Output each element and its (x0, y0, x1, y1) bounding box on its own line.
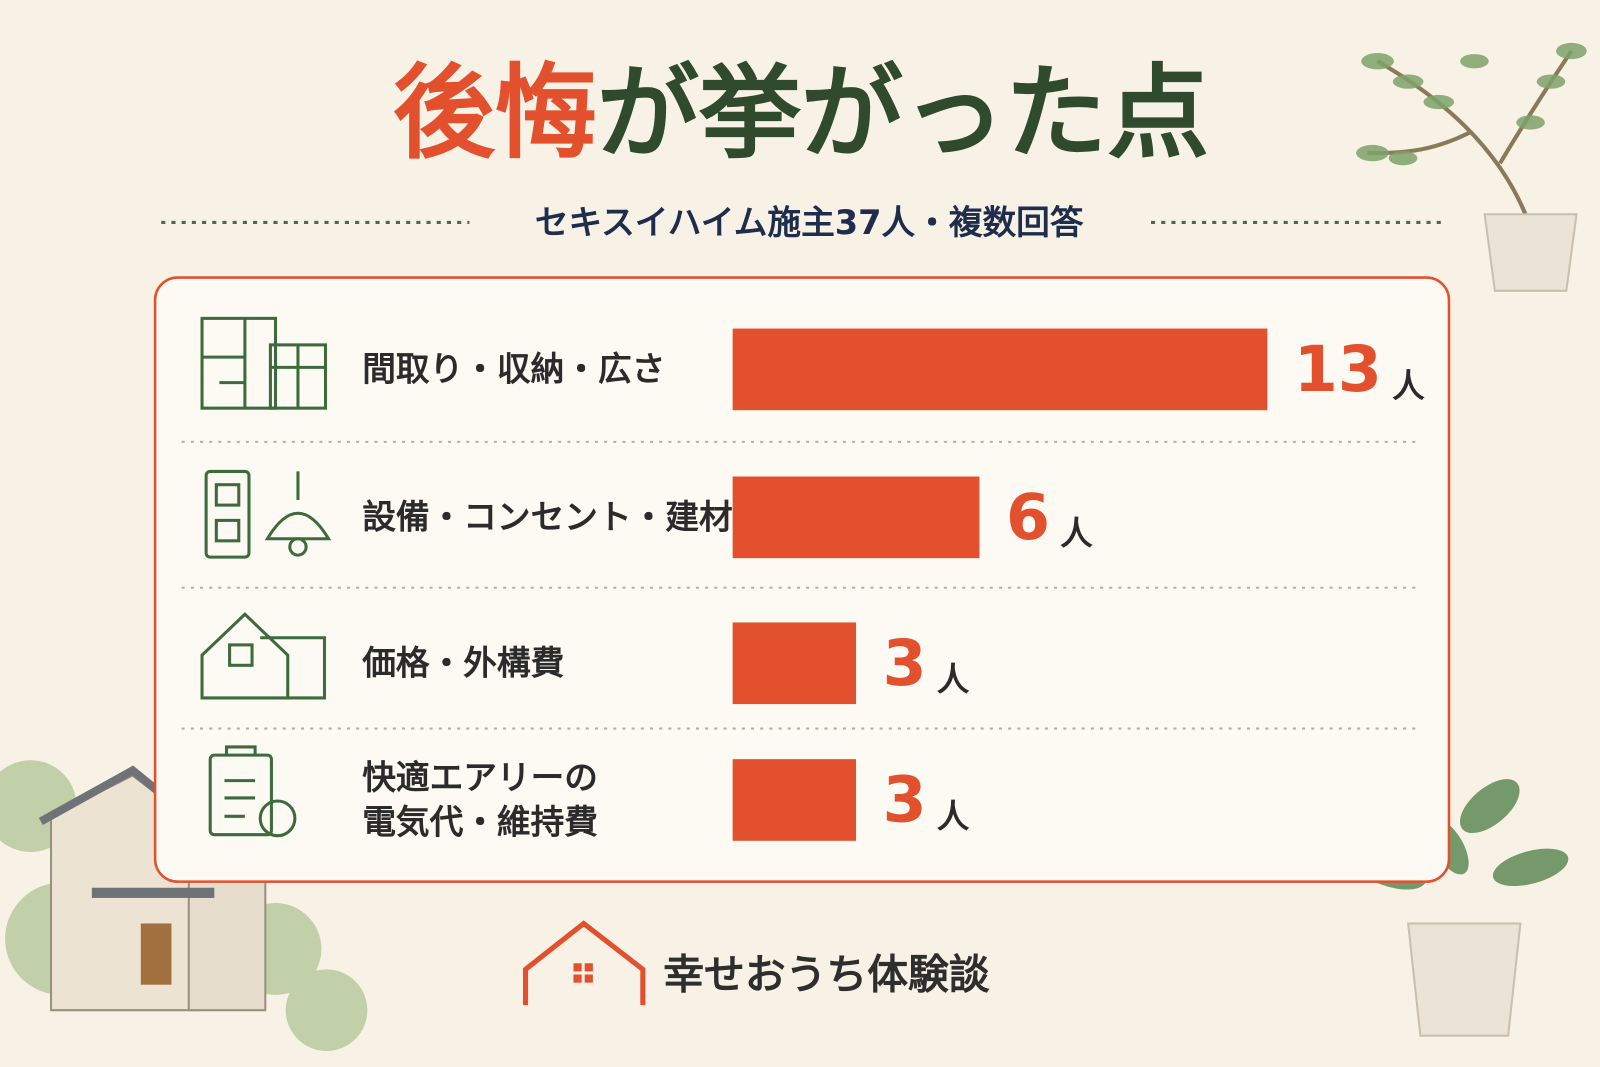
title-rest: が挙がった点 (597, 54, 1209, 173)
decor-plant-top (1356, 42, 1587, 292)
value-label: 13 (1294, 332, 1382, 406)
bar (732, 759, 857, 841)
category-icons (200, 316, 332, 838)
value-unit: 人 (1392, 367, 1425, 405)
category-label: 間取り・収納・広さ (362, 348, 666, 389)
value-unit: 人 (937, 661, 970, 699)
subtitle: セキスイハイム施主37人・複数回答 (535, 203, 1084, 242)
category-label: 快適エアリーの 電気代・維持費 (362, 757, 598, 842)
bar (732, 328, 1268, 411)
value-label: 3 (883, 763, 927, 837)
bar (732, 476, 980, 559)
title-highlight: 後悔 (393, 54, 597, 173)
category-label: 設備・コンセント・建材 (362, 496, 733, 537)
value-unit: 人 (937, 797, 970, 835)
category-label: 価格・外構費 (362, 642, 565, 683)
brand-logo (522, 920, 646, 1006)
value-unit: 人 (1060, 515, 1093, 553)
bar (732, 622, 857, 705)
value-label: 6 (1006, 480, 1050, 554)
chart-title: 後悔が挙がった点 (393, 54, 1209, 173)
brand-logo-window (573, 963, 593, 983)
value-label: 3 (883, 626, 927, 700)
brand-name: 幸せおうち体験談 (663, 951, 990, 999)
card (153, 276, 1451, 883)
